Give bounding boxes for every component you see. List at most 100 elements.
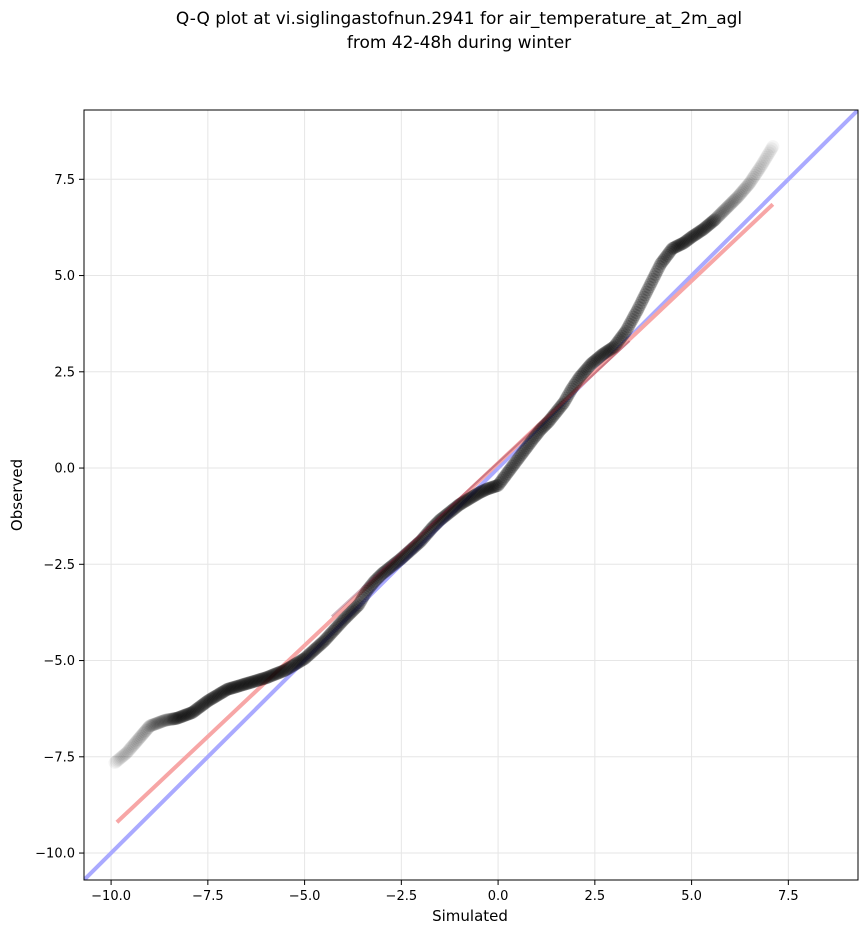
quantile-point-499 <box>752 163 766 177</box>
quantile-point-11 <box>122 743 136 757</box>
quantile-point-363 <box>576 366 590 380</box>
quantile-point-112 <box>252 673 266 687</box>
quantile-point-107 <box>246 675 260 689</box>
quantile-point-342 <box>549 405 563 419</box>
quantile-point-494 <box>745 172 759 186</box>
quantile-point-92 <box>227 681 241 694</box>
quantile-point-497 <box>749 167 763 181</box>
quantile-point-117 <box>259 671 273 685</box>
quantile-point-249 <box>429 517 443 531</box>
quantile-point-109 <box>249 674 263 688</box>
quantile-point-43 <box>163 712 177 726</box>
quantile-point-442 <box>678 235 692 249</box>
quantile-point-382 <box>601 344 615 358</box>
quantile-point-326 <box>529 429 542 443</box>
quantile-point-337 <box>543 413 557 427</box>
quantile-point-267 <box>452 498 466 512</box>
quantile-point-96 <box>232 679 246 693</box>
quantile-point-404 <box>629 306 643 320</box>
quantile-point-214 <box>384 560 398 574</box>
quantile-point-335 <box>540 416 554 430</box>
quantile-point-119 <box>261 670 275 684</box>
quantile-point-251 <box>432 514 446 528</box>
quantile-point-339 <box>545 410 559 424</box>
quantile-point-232 <box>407 540 421 554</box>
quantile-point-314 <box>513 449 527 463</box>
quantile-point-347 <box>556 397 570 411</box>
quantile-point-437 <box>672 238 686 252</box>
quantile-point-161 <box>316 635 330 649</box>
quantile-point-159 <box>313 638 327 652</box>
quantile-point-231 <box>406 541 420 555</box>
quantile-point-13 <box>125 740 139 754</box>
quantile-point-463 <box>705 215 719 229</box>
quantile-point-153 <box>305 645 319 659</box>
quantile-point-266 <box>451 499 465 513</box>
quantile-point-493 <box>744 174 758 188</box>
quantile-point-110 <box>250 674 264 688</box>
quantile-point-116 <box>258 671 272 685</box>
quantile-point-138 <box>286 659 300 673</box>
quantile-point-470 <box>714 206 728 220</box>
quantile-point-271 <box>458 495 472 509</box>
quantile-point-350 <box>559 391 573 405</box>
quantile-point-435 <box>669 240 683 254</box>
quantile-point-93 <box>228 680 242 694</box>
quantile-point-330 <box>534 423 548 437</box>
quantile-point-202 <box>369 573 383 587</box>
quantile-point-215 <box>385 559 399 573</box>
x-tick-label-3: −2.5 <box>386 889 418 904</box>
quantile-point-219 <box>390 555 404 569</box>
quantile-point-54 <box>178 708 192 722</box>
quantile-point-368 <box>583 359 597 373</box>
quantile-point-507 <box>762 146 776 160</box>
quantile-point-422 <box>652 260 666 274</box>
quantile-point-77 <box>207 690 221 704</box>
quantile-point-303 <box>499 468 513 482</box>
quantile-point-380 <box>598 346 612 360</box>
quantile-point-61 <box>187 705 201 719</box>
quantile-point-198 <box>363 579 377 593</box>
quantile-point-185 <box>347 603 361 617</box>
quantile-point-433 <box>667 241 681 255</box>
quantile-points <box>108 140 780 770</box>
quantile-point-229 <box>403 543 417 557</box>
quantile-point-156 <box>309 641 323 655</box>
quantile-point-295 <box>489 479 503 493</box>
quantile-point-424 <box>655 255 669 269</box>
quantile-point-222 <box>394 552 408 566</box>
quantile-point-98 <box>234 678 248 692</box>
quantile-point-65 <box>192 701 206 715</box>
quantile-point-421 <box>651 262 665 276</box>
y-tick-label-5: 2.5 <box>54 365 75 380</box>
x-tick-label-4: 0.0 <box>488 889 509 904</box>
quantile-point-261 <box>445 504 459 518</box>
quantile-point-291 <box>483 481 497 495</box>
quantile-point-414 <box>642 280 656 294</box>
quantile-point-315 <box>514 448 528 462</box>
quantile-point-163 <box>318 633 332 647</box>
quantile-point-175 <box>334 616 348 630</box>
quantile-point-365 <box>579 363 593 377</box>
quantile-point-263 <box>447 502 461 516</box>
quantile-point-276 <box>464 491 478 505</box>
quantile-point-345 <box>553 400 567 414</box>
quantile-point-25 <box>140 722 154 736</box>
quantile-point-375 <box>592 351 606 365</box>
quantile-point-286 <box>477 484 491 498</box>
quantile-point-506 <box>761 148 775 162</box>
quantile-point-76 <box>206 691 220 705</box>
quantile-point-293 <box>486 480 500 494</box>
quantile-point-81 <box>212 687 226 701</box>
quantile-point-75 <box>205 692 219 706</box>
quantile-point-399 <box>623 317 637 331</box>
quantile-point-220 <box>392 554 406 568</box>
quantile-point-503 <box>757 155 771 169</box>
quantile-point-244 <box>423 524 437 538</box>
quantile-point-451 <box>690 227 704 241</box>
quantile-point-22 <box>136 726 150 740</box>
quantile-point-377 <box>594 349 608 363</box>
quantile-point-50 <box>172 710 186 724</box>
quantile-point-411 <box>638 288 652 302</box>
quantile-point-328 <box>531 426 545 440</box>
